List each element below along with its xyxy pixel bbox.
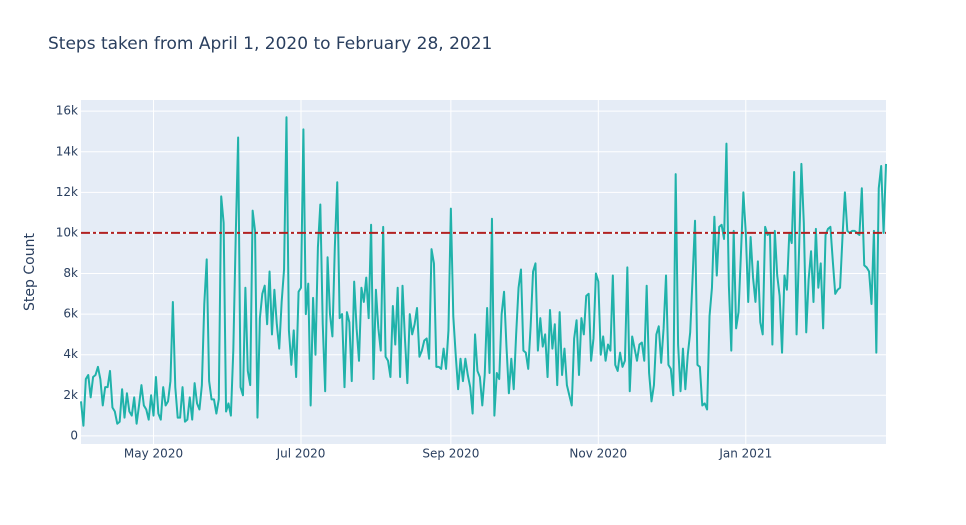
chart-title: Steps taken from April 1, 2020 to Februa… [48,34,492,54]
y-tick-label: 10k [56,225,78,239]
y-tick-label: 16k [56,104,78,118]
y-tick-label: 2k [63,388,78,402]
y-tick-label: 4k [63,347,78,361]
x-tick-label: Sep 2020 [422,447,479,461]
x-tick-label: Nov 2020 [569,447,627,461]
y-tick-label: 8k [63,266,78,280]
y-tick-label: 12k [56,185,78,199]
y-axis-title: Step Count [22,233,38,311]
y-tick-label: 14k [56,144,78,158]
y-tick-label: 6k [63,307,78,321]
y-tick-label: 0 [70,428,78,442]
x-tick-label: Jul 2020 [276,447,326,461]
x-tick-label: May 2020 [124,447,183,461]
line [80,116,887,427]
x-tick-label: Jan 2021 [718,447,772,461]
